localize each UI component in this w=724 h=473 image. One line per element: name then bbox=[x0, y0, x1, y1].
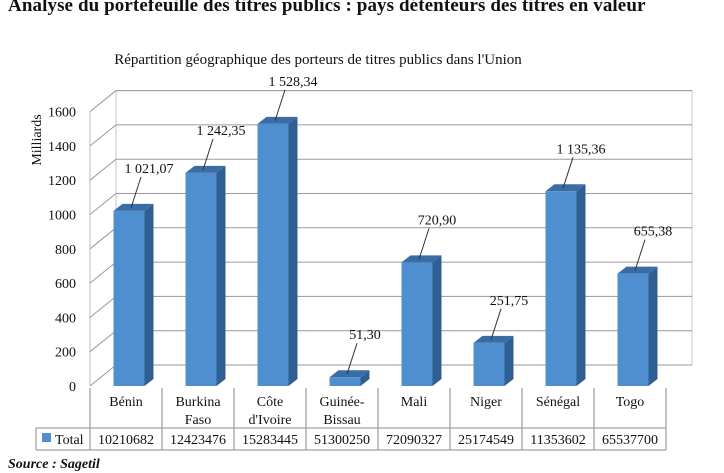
table-cell: 25174549 bbox=[458, 433, 514, 448]
bar-top bbox=[329, 370, 370, 378]
chart-back-wall bbox=[89, 90, 693, 386]
y-axis-label: Milliards bbox=[30, 114, 45, 165]
bar bbox=[113, 203, 154, 386]
x-tick-label: Faso bbox=[185, 413, 211, 428]
bar-side bbox=[360, 370, 370, 386]
y-tick-label: 1600 bbox=[48, 106, 76, 121]
data-labels: 1 021,07 1 242,35 1 528,34 51,30 720,90 251,7… bbox=[125, 75, 673, 375]
data-label-leader bbox=[562, 157, 574, 189]
data-label-leader bbox=[202, 138, 214, 171]
bar bbox=[473, 335, 514, 386]
y-tick-label: 600 bbox=[55, 277, 76, 292]
y-tick-label: 1000 bbox=[48, 209, 76, 224]
bar-side bbox=[288, 116, 298, 387]
data-label-leader bbox=[346, 343, 358, 375]
legend-label: Total bbox=[55, 433, 84, 448]
bar-front bbox=[545, 191, 577, 386]
gridline bbox=[89, 364, 692, 387]
table-cell: 72090327 bbox=[386, 433, 442, 448]
data-label-leader bbox=[418, 228, 430, 260]
x-tick-label: Côte bbox=[257, 395, 283, 410]
x-tick-label: Sénégal bbox=[536, 395, 580, 410]
bar-front bbox=[617, 273, 649, 386]
x-tick-label: Togo bbox=[616, 395, 645, 410]
bar bbox=[545, 184, 586, 386]
x-tick-label: Mali bbox=[401, 395, 428, 410]
data-label: 1 242,35 bbox=[197, 124, 246, 139]
bar-top bbox=[185, 165, 226, 173]
x-tick-label: Burkina bbox=[175, 395, 221, 410]
table-cell: 65537700 bbox=[602, 433, 658, 448]
data-label-leader bbox=[490, 308, 502, 340]
bars bbox=[113, 116, 658, 387]
source-note: Source : Sagetil bbox=[8, 457, 100, 472]
bar bbox=[617, 266, 658, 386]
y-tick-label: 800 bbox=[55, 243, 76, 258]
gridline bbox=[89, 193, 692, 215]
gridline bbox=[89, 90, 692, 112]
table-cell: 12423476 bbox=[170, 433, 226, 448]
bar bbox=[257, 116, 298, 387]
table-cell: 15283445 bbox=[242, 433, 298, 448]
y-tick-label: 200 bbox=[55, 346, 76, 361]
data-label: 1 021,07 bbox=[125, 162, 174, 177]
x-tick-label: Bissau bbox=[323, 413, 360, 428]
gridline bbox=[89, 158, 692, 181]
y-tick-label: 0 bbox=[69, 380, 76, 395]
bar-top bbox=[113, 203, 154, 211]
x-tick-label: Niger bbox=[470, 395, 502, 410]
data-label-leader bbox=[130, 176, 142, 209]
x-tick-label: Guinée- bbox=[319, 395, 364, 410]
y-tick-label: 1200 bbox=[48, 174, 76, 189]
bar-front bbox=[185, 172, 217, 386]
bar-top bbox=[401, 255, 442, 263]
data-label: 720,90 bbox=[418, 213, 457, 228]
data-label: 51,30 bbox=[349, 328, 381, 343]
chart-title: Répartition géographique des porteurs de… bbox=[114, 52, 522, 68]
x-tick-label: Bénin bbox=[109, 395, 142, 410]
data-label: 1 135,36 bbox=[557, 142, 606, 157]
bar-side bbox=[576, 184, 586, 386]
data-label: 251,75 bbox=[490, 294, 529, 309]
legend-key bbox=[42, 433, 51, 442]
bar-side bbox=[648, 266, 658, 386]
bar-side bbox=[144, 203, 154, 386]
data-label-leader bbox=[634, 239, 646, 271]
bar-top bbox=[473, 335, 514, 343]
y-tick-label: 400 bbox=[55, 311, 76, 326]
data-label: 1 528,34 bbox=[269, 75, 318, 90]
bar-front bbox=[257, 123, 289, 387]
bar-front bbox=[473, 342, 505, 386]
data-label-leader bbox=[274, 89, 286, 122]
bar bbox=[329, 370, 370, 386]
y-tick-label: 1400 bbox=[48, 140, 76, 155]
bar-front bbox=[401, 262, 433, 386]
gridline bbox=[89, 124, 692, 147]
bar-side bbox=[432, 255, 442, 386]
bar bbox=[401, 255, 442, 386]
bar bbox=[185, 165, 226, 386]
bar-side bbox=[504, 335, 514, 386]
x-tick-label: d'Ivoire bbox=[249, 413, 292, 428]
y-axis-ticks: 0 200 400 600 800 1000 1200 1400 1600 bbox=[48, 106, 76, 395]
bar-side bbox=[216, 165, 226, 386]
table-cell: 10210682 bbox=[98, 433, 154, 448]
bar-front bbox=[113, 210, 145, 386]
bar-front bbox=[329, 377, 361, 386]
table-cell: 11353602 bbox=[530, 433, 585, 448]
data-table: Bénin 10210682 Burkina Faso 12423476 Côte d'Iv… bbox=[35, 388, 667, 451]
bar-top bbox=[617, 266, 658, 274]
bar-top bbox=[257, 116, 298, 124]
bar-top bbox=[545, 184, 586, 192]
data-label: 655,38 bbox=[634, 225, 673, 240]
page-heading: Analyse du portefeuille des titres publi… bbox=[8, 0, 646, 16]
table-cell: 51300250 bbox=[314, 433, 370, 448]
